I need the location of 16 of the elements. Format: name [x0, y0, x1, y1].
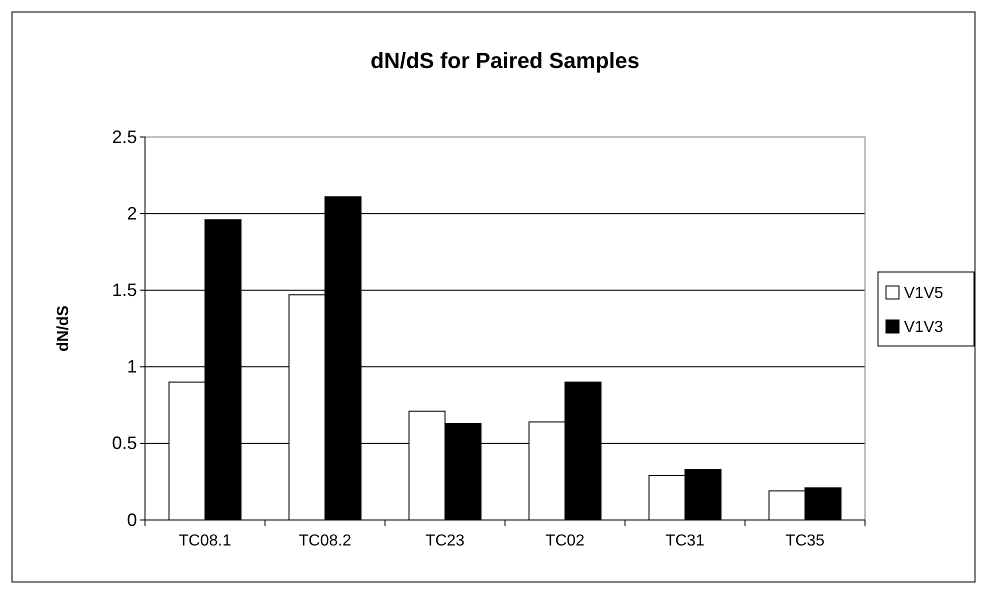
y-axis-title: dN/dS: [55, 305, 72, 352]
chart-title: dN/dS for Paired Samples: [370, 48, 640, 73]
y-tick-label: 1: [126, 356, 137, 377]
y-tick-label: 0: [126, 510, 137, 530]
y-tick-label: 2: [126, 203, 137, 224]
y-tick-label: 1.5: [112, 280, 137, 300]
legend-label: V1V3: [904, 319, 944, 336]
x-tick-label: TC02: [545, 532, 585, 550]
y-tick-label: 2.5: [112, 126, 137, 147]
x-tick-label: TC31: [665, 532, 705, 550]
x-tick-label: TC35: [785, 532, 825, 550]
y-tick-label: 0.5: [112, 433, 137, 454]
x-tick-label: TC08.2: [298, 532, 352, 550]
x-tick-label: TC08.1: [178, 532, 232, 550]
x-tick-label: TC23: [425, 532, 465, 550]
legend-label: V1V5: [904, 285, 944, 302]
